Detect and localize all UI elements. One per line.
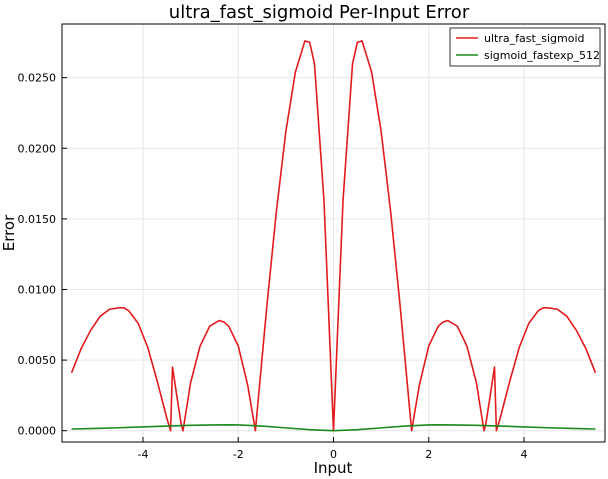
legend: ultra_fast_sigmoid sigmoid_fastexp_512 [449,27,601,67]
ticks: -4 -2 0 2 4 0.0000 0.0050 0.0100 0.0150 0.0200 0.0… [18,72,528,461]
chart-title: ultra_fast_sigmoid Per-Input Error [169,2,470,23]
x-tick-label: 2 [425,448,432,461]
grid [62,24,605,442]
y-tick-label: 0.0100 [18,283,57,296]
x-tick-label: 4 [521,448,528,461]
series-layer [70,40,597,432]
x-tick-label: 0 [330,448,337,461]
y-axis-title: Error [0,214,18,251]
x-axis-title: Input [314,459,353,477]
y-tick-label: 0.0200 [18,142,57,155]
legend-label-sigmoid-fastexp-512: sigmoid_fastexp_512 [484,49,600,62]
x-tick-label: -2 [233,448,244,461]
y-tick-label: 0.0050 [18,354,57,367]
y-tick-label: 0.0250 [18,72,57,85]
series-line-sigmoid-fastexp-512 [71,423,596,432]
y-tick-label: 0.0000 [18,425,57,438]
x-tick-label: -4 [137,448,148,461]
legend-box [449,27,601,67]
y-tick-label: 0.0150 [18,213,57,226]
legend-label-ultra-fast-sigmoid: ultra_fast_sigmoid [484,32,585,45]
